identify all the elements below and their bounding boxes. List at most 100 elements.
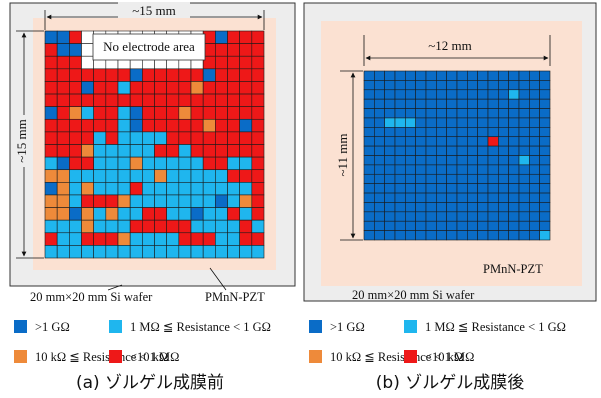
panel-b-electrode-cell xyxy=(529,230,540,241)
panel-a-electrode-cell xyxy=(227,93,240,107)
panel-b-electrode-cell xyxy=(394,164,406,175)
panel-b-electrode-cell xyxy=(529,136,540,147)
panel-a-electrode-cell xyxy=(202,182,216,196)
panel-b-electrode-cell xyxy=(487,183,499,194)
panel-a-electrode-cell xyxy=(93,194,107,208)
panel-a-electrode-cell xyxy=(142,68,155,82)
panel-b-electrode-cell xyxy=(415,211,427,222)
panel-b-electrode-cell xyxy=(394,220,406,231)
panel-b-electrode-cell xyxy=(518,117,530,128)
panel-b-electrode-cell xyxy=(374,192,385,203)
panel-a-electrode-cell xyxy=(117,182,131,196)
panel-a-electrode-cell xyxy=(117,207,131,221)
panel-b-electrode-cell xyxy=(539,183,551,194)
panel-a-electrode-cell xyxy=(166,207,180,221)
panel-b-electrode-cell xyxy=(374,80,385,91)
panel-a-electrode-cell xyxy=(227,118,240,133)
panel-a-electrode-cell xyxy=(56,131,70,145)
panel-a-electrode-cell xyxy=(178,68,192,82)
panel-b-electrode-cell xyxy=(498,80,509,91)
panel-a-electrode-cell xyxy=(56,93,70,107)
panel-b-electrode-cell xyxy=(539,108,551,119)
panel-a-electrode-cell xyxy=(44,131,58,145)
panel-a-electrode-cell xyxy=(202,169,216,183)
panel-b-legend-swatch xyxy=(404,350,417,363)
panel-b-electrode-cell xyxy=(477,183,489,194)
panel-a-electrode-cell xyxy=(215,55,228,70)
panel-b-electrode-cell xyxy=(425,117,437,128)
panel-b-electrode-cell xyxy=(363,89,375,100)
panel-b-electrode-cell xyxy=(436,220,447,231)
panel-a-dim-top-label-bg xyxy=(118,2,190,18)
panel-a-electrode-cell xyxy=(93,232,107,246)
panel-a-electrode-cell xyxy=(56,68,70,82)
panel-b-electrode-cell xyxy=(539,192,551,203)
panel-b-electrode-cell xyxy=(415,80,427,91)
panel-a-electrode-cell xyxy=(129,182,143,196)
panel-b: ~12 mm ~11 mm PMnN-PZT 20 mm×20 mm Si wa… xyxy=(303,2,597,302)
panel-b-electrode-cell xyxy=(425,202,437,213)
panel-a-electrode-cell xyxy=(44,68,58,82)
panel-b-electrode-cell xyxy=(508,136,520,147)
panel-a-electrode-cell xyxy=(251,43,265,57)
panel-b-electrode-cell xyxy=(477,211,489,222)
panel-b-electrode-cell xyxy=(436,173,447,184)
panel-b-electrode-cell xyxy=(539,136,551,147)
panel-b-electrode-cell xyxy=(529,220,540,231)
panel-a: No electrode area ~15 mm ~15 mm 20 mm×20… xyxy=(9,2,296,304)
panel-a-electrode-cell xyxy=(117,156,131,171)
panel-a-film-label: PMnN-PZT xyxy=(205,290,265,304)
panel-a-electrode-cell xyxy=(117,118,131,133)
panel-a-electrode-cell xyxy=(239,68,253,82)
panel-a-electrode-cell xyxy=(56,207,70,221)
panel-b-electrode-cell xyxy=(487,89,499,100)
panel-b-electrode-cell xyxy=(374,155,385,166)
panel-a-electrode-cell xyxy=(117,219,131,234)
panel-b-electrode-cell xyxy=(498,202,509,213)
panel-b-electrode-cell xyxy=(508,89,520,100)
panel-b-electrode-cell xyxy=(467,80,478,91)
panel-b-electrode-cell xyxy=(384,108,396,119)
panel-a-resistance-grid xyxy=(44,30,265,259)
panel-b-electrode-cell xyxy=(374,98,385,109)
panel-b-electrode-cell xyxy=(384,164,396,175)
panel-b-electrode-cell xyxy=(498,183,509,194)
panel-a-electrode-cell xyxy=(56,156,70,171)
panel-b-electrode-cell xyxy=(363,202,375,213)
panel-a-electrode-cell xyxy=(190,144,204,158)
panel-a-electrode-cell xyxy=(117,93,131,107)
panel-a-electrode-cell xyxy=(251,81,265,95)
panel-a-electrode-cell xyxy=(215,131,228,145)
panel-b-electrode-cell xyxy=(487,117,499,128)
panel-a-electrode-cell xyxy=(202,118,216,133)
panel-b-electrode-cell xyxy=(529,70,540,81)
panel-a-electrode-cell xyxy=(202,93,216,107)
panel-a-legend-swatch xyxy=(14,320,27,333)
panel-b-legend-label: >1 GΩ xyxy=(330,320,365,334)
panel-a-electrode-cell xyxy=(105,194,119,208)
panel-b-electrode-cell xyxy=(374,145,385,156)
panel-b-electrode-cell xyxy=(394,70,406,81)
panel-a-electrode-cell xyxy=(81,156,94,171)
panel-b-legend-swatch xyxy=(309,320,322,333)
panel-b-electrode-cell xyxy=(363,164,375,175)
panel-b-electrode-cell xyxy=(405,89,416,100)
panel-a-electrode-cell xyxy=(178,245,192,259)
panel-a-electrode-cell xyxy=(44,182,58,196)
panel-b-electrode-cell xyxy=(374,230,385,241)
panel-a-electrode-cell xyxy=(154,169,167,183)
panel-b-dim-top-label: ~12 mm xyxy=(428,38,472,53)
panel-b-electrode-cell xyxy=(405,136,416,147)
panel-b-electrode-cell xyxy=(363,230,375,241)
panel-b-electrode-cell xyxy=(539,211,551,222)
panel-b-electrode-cell xyxy=(456,98,468,109)
panel-b-electrode-cell xyxy=(529,192,540,203)
panel-a-electrode-cell xyxy=(190,81,204,95)
panel-b-electrode-cell xyxy=(374,89,385,100)
panel-b-electrode-cell xyxy=(363,145,375,156)
panel-a-electrode-cell xyxy=(154,81,167,95)
panel-b-electrode-cell xyxy=(539,117,551,128)
panel-b-electrode-cell xyxy=(518,108,530,119)
panel-a-electrode-cell xyxy=(44,106,58,120)
panel-a-electrode-cell xyxy=(93,131,107,145)
